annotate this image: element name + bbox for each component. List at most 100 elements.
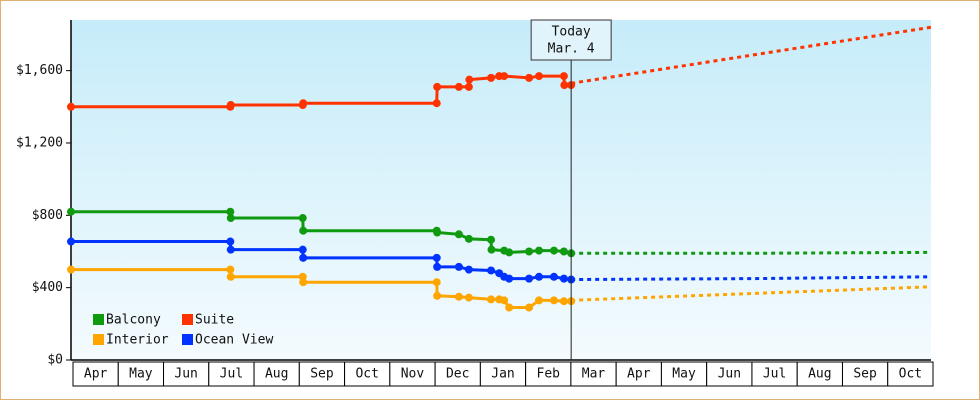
x-tick-box	[570, 361, 617, 387]
price-point	[298, 214, 307, 223]
y-tick-label: $800	[32, 208, 63, 223]
price-point	[464, 234, 473, 243]
today-title: Today	[552, 25, 591, 40]
x-tick-label: Oct	[899, 367, 922, 382]
price-point	[505, 303, 514, 312]
y-tick-label: $400	[32, 280, 63, 295]
legend-label: Suite	[195, 313, 234, 328]
price-point	[559, 297, 568, 306]
price-point	[433, 82, 442, 91]
x-tick-label: Oct	[355, 367, 378, 382]
price-point	[433, 228, 442, 237]
x-tick-box	[72, 361, 119, 387]
x-tick-box	[706, 361, 753, 387]
price-point	[535, 246, 544, 255]
price-point	[549, 246, 558, 255]
price-point	[559, 72, 568, 81]
x-tick-label: Aug	[808, 367, 831, 382]
price-point	[299, 99, 308, 108]
price-point	[505, 274, 514, 283]
price-point	[465, 75, 474, 84]
price-point	[454, 82, 463, 91]
y-tick-label: $1,600	[16, 63, 63, 78]
legend-swatch	[93, 314, 104, 325]
price-point	[505, 248, 514, 257]
legend-swatch	[182, 334, 193, 345]
price-point	[433, 291, 442, 300]
price-point	[67, 237, 75, 246]
x-tick-label: Feb	[537, 367, 561, 382]
price-point	[464, 82, 473, 91]
x-tick-label: Sep	[310, 367, 334, 382]
price-point	[67, 102, 75, 111]
legend-swatch	[182, 314, 193, 325]
x-tick-box	[163, 361, 210, 387]
x-tick-label: Jun	[718, 367, 741, 382]
x-tick-box	[117, 361, 165, 387]
price-point	[226, 272, 235, 281]
x-tick-label: Mar	[582, 367, 606, 382]
price-point	[433, 262, 442, 271]
price-point	[464, 265, 473, 274]
price-point	[226, 265, 235, 274]
x-tick-box	[887, 361, 934, 387]
price-point	[487, 295, 496, 304]
price-point	[454, 262, 463, 271]
price-point	[525, 303, 534, 312]
price-point	[432, 253, 441, 262]
price-point	[487, 266, 496, 275]
price-point	[549, 296, 558, 305]
x-tick-label: Sep	[853, 367, 877, 382]
x-tick-box	[751, 361, 798, 387]
price-point	[487, 73, 496, 82]
price-point	[487, 245, 496, 254]
price-point	[535, 72, 544, 81]
price-point	[525, 73, 534, 82]
price-point	[535, 272, 544, 281]
x-tick-box	[479, 361, 527, 387]
forecast-line	[571, 250, 932, 255]
price-point	[559, 274, 568, 283]
x-tick-label: May	[129, 367, 153, 382]
price-point	[226, 237, 235, 246]
legend-label: Interior	[106, 333, 169, 348]
legend-label: Ocean View	[195, 333, 273, 348]
x-tick-box	[389, 361, 436, 387]
price-point	[226, 245, 235, 254]
price-point	[299, 253, 308, 262]
price-point	[500, 296, 509, 305]
price-point	[67, 265, 75, 274]
x-tick-label: Apr	[84, 367, 108, 382]
legend-swatch	[93, 334, 104, 345]
x-tick-box	[615, 361, 662, 387]
price-point	[299, 226, 308, 235]
price-point	[487, 235, 496, 244]
x-tick-label: Jul	[763, 367, 786, 382]
price-point	[454, 292, 463, 301]
x-tick-label: Aug	[265, 367, 288, 382]
x-tick-label: May	[672, 367, 696, 382]
price-point	[298, 245, 307, 254]
price-point	[226, 207, 235, 216]
x-tick-box	[253, 361, 300, 387]
legend-label: Balcony	[106, 313, 161, 328]
price-point	[226, 214, 235, 223]
x-tick-label: Jun	[174, 367, 197, 382]
price-point	[226, 101, 235, 109]
price-point	[432, 278, 441, 287]
price-point	[559, 247, 568, 256]
price-point	[432, 99, 441, 108]
today-box	[530, 19, 612, 61]
price-point	[464, 293, 473, 302]
x-tick-label: Jan	[491, 367, 514, 382]
price-point	[454, 230, 463, 239]
x-tick-label: Apr	[627, 367, 651, 382]
price-point	[560, 81, 569, 90]
price-point	[67, 207, 75, 216]
today-date: Mar. 4	[548, 42, 595, 57]
price-point	[525, 247, 534, 256]
x-tick-label: Dec	[446, 367, 469, 382]
x-tick-label: Jul	[220, 367, 243, 382]
price-point	[299, 278, 308, 287]
